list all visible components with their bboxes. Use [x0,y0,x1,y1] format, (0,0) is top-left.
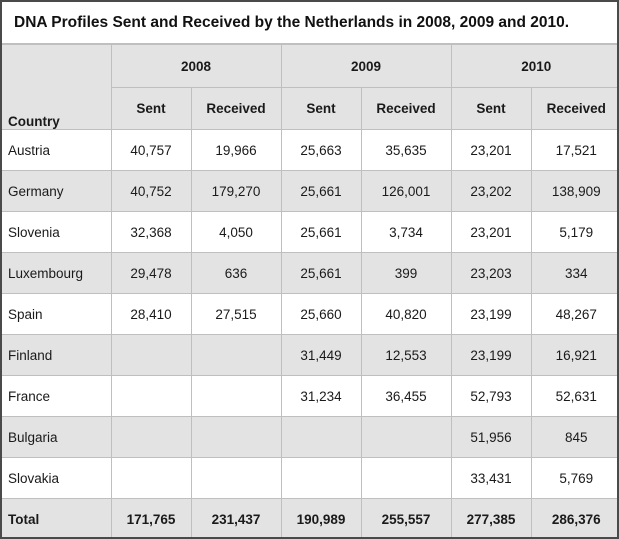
country-cell: France [2,375,112,417]
year-header-2009: 2009 [280,44,452,88]
sub-header-received-2008: Received [190,87,282,130]
value-cell: 4,050 [190,211,282,253]
country-cell: Austria [2,129,112,171]
value-cell: 636 [190,252,282,294]
value-cell [360,457,452,499]
total-value-cell: 171,765 [110,498,192,537]
table-row: Slovakia 33,431 5,769 [2,457,617,499]
value-cell: 23,202 [450,170,532,212]
sub-header-received-2010: Received [530,87,617,130]
value-cell [190,457,282,499]
value-cell [280,416,362,458]
value-cell: 3,734 [360,211,452,253]
value-cell: 5,769 [530,457,617,499]
value-cell: 23,201 [450,211,532,253]
value-cell: 25,660 [280,293,362,335]
value-cell: 51,956 [450,416,532,458]
country-cell: Spain [2,293,112,335]
value-cell [110,375,192,417]
value-cell: 23,203 [450,252,532,294]
country-cell: Bulgaria [2,416,112,458]
sub-header-sent-2010: Sent [450,87,532,130]
value-cell [190,375,282,417]
value-cell: 32,368 [110,211,192,253]
value-cell: 27,515 [190,293,282,335]
value-cell [110,416,192,458]
table-row: Bulgaria 51,956 845 [2,416,617,458]
table-body: Austria 40,757 19,966 25,663 35,635 23,2… [2,129,617,537]
value-cell: 28,410 [110,293,192,335]
value-cell [190,416,282,458]
value-cell: 138,909 [530,170,617,212]
year-header-2008: 2008 [110,44,282,88]
country-cell: Germany [2,170,112,212]
value-cell: 25,663 [280,129,362,171]
sub-header-sent-2008: Sent [111,87,192,130]
total-label-cell: Total [2,498,112,537]
value-cell: 179,270 [190,170,282,212]
value-cell: 35,635 [360,129,452,171]
value-cell [190,334,282,376]
table-row: Finland 31,449 12,553 23,199 16,921 [2,334,617,376]
country-cell: Slovakia [2,457,112,499]
value-cell: 5,179 [530,211,617,253]
value-cell: 25,661 [280,170,362,212]
table-row: Slovenia 32,368 4,050 25,661 3,734 23,20… [2,211,617,253]
total-value-cell: 255,557 [360,498,452,537]
sub-header-sent-2009: Sent [280,87,362,130]
total-value-cell: 231,437 [190,498,282,537]
table-row: Germany 40,752 179,270 25,661 126,001 23… [2,170,617,212]
year-header-row: Country 2008 2009 2010 [2,44,617,130]
value-cell: 399 [360,252,452,294]
value-cell: 48,267 [530,293,617,335]
country-cell: Luxembourg [2,252,112,294]
value-cell: 33,431 [450,457,532,499]
total-value-cell: 190,989 [280,498,362,537]
country-cell: Finland [2,334,112,376]
total-value-cell: 277,385 [450,498,532,537]
value-cell: 845 [530,416,617,458]
dna-profiles-table: Country 2008 2009 2010 Sent Received Sen… [2,44,617,537]
value-cell [360,416,452,458]
value-cell: 31,449 [280,334,362,376]
table-row: Austria 40,757 19,966 25,663 35,635 23,2… [2,129,617,171]
value-cell: 23,199 [450,334,532,376]
country-column-header: Country [2,44,112,130]
value-cell: 23,199 [450,293,532,335]
table-title: DNA Profiles Sent and Received by the Ne… [2,2,617,44]
value-cell: 40,757 [110,129,192,171]
sub-header-received-2009: Received [360,87,452,130]
value-cell [110,457,192,499]
total-value-cell: 286,376 [530,498,617,537]
sub-header-row: Sent Received Sent Received Sent Receive… [2,87,617,130]
value-cell: 17,521 [530,129,617,171]
value-cell: 23,201 [450,129,532,171]
year-header-2010: 2010 [450,44,617,88]
value-cell: 40,752 [110,170,192,212]
value-cell: 16,921 [530,334,617,376]
total-row: Total 171,765 231,437 190,989 255,557 27… [2,498,617,537]
value-cell: 36,455 [360,375,452,417]
value-cell: 31,234 [280,375,362,417]
value-cell: 334 [530,252,617,294]
value-cell: 52,631 [530,375,617,417]
value-cell: 40,820 [360,293,452,335]
value-cell [280,457,362,499]
table-row: Luxembourg 29,478 636 25,661 399 23,203 … [2,252,617,294]
value-cell [110,334,192,376]
table-row: Spain 28,410 27,515 25,660 40,820 23,199… [2,293,617,335]
value-cell: 52,793 [450,375,532,417]
value-cell: 25,661 [280,211,362,253]
table-row: France 31,234 36,455 52,793 52,631 [2,375,617,417]
country-cell: Slovenia [2,211,112,253]
value-cell: 29,478 [110,252,192,294]
value-cell: 25,661 [280,252,362,294]
value-cell: 19,966 [190,129,282,171]
value-cell: 126,001 [360,170,452,212]
value-cell: 12,553 [360,334,452,376]
